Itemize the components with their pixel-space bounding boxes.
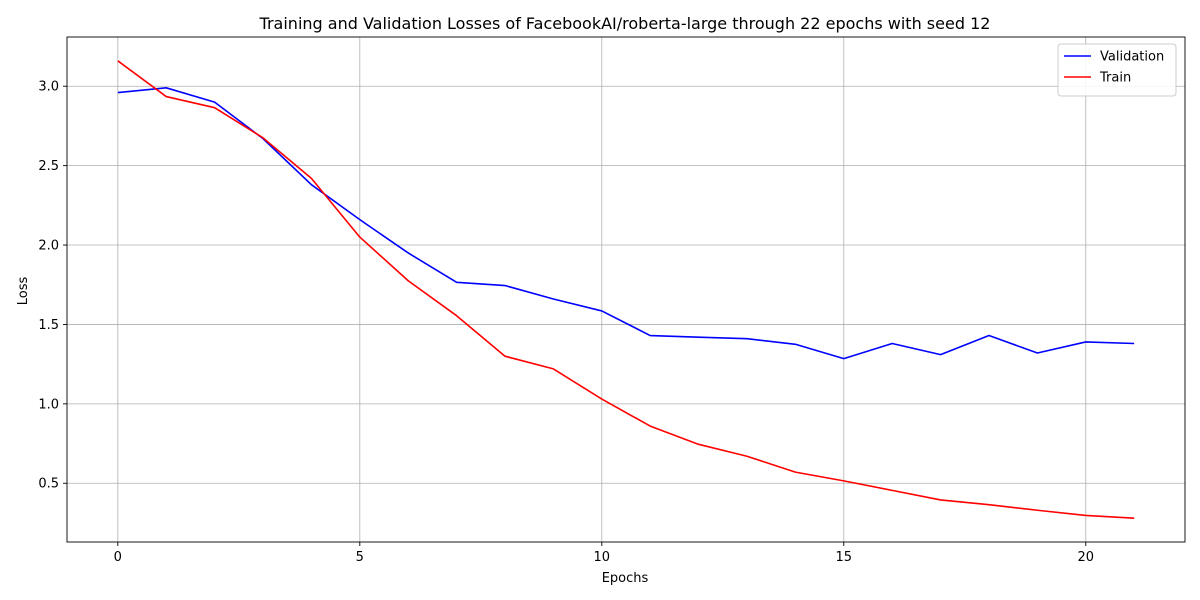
y-tick-label: 1.0 — [38, 397, 59, 412]
series-line-train — [117, 60, 1135, 519]
x-tick-label: 20 — [1078, 550, 1095, 565]
x-tick-label: 10 — [594, 550, 611, 565]
chart-title: Training and Validation Losses of Facebo… — [259, 14, 991, 33]
legend-label-train: Train — [1099, 71, 1131, 86]
x-tick-label: 15 — [836, 550, 853, 565]
y-tick-label: 2.5 — [38, 159, 59, 174]
x-tick-label: 5 — [356, 550, 364, 565]
legend-label-validation: Validation — [1100, 50, 1164, 65]
y-tick-label: 1.5 — [38, 318, 59, 333]
y-tick-label: 2.0 — [38, 239, 59, 254]
x-axis-title: Epochs — [602, 571, 649, 586]
y-axis-title: Loss — [16, 277, 31, 306]
y-tick-label: 3.0 — [38, 80, 59, 95]
y-tick-label: 0.5 — [38, 477, 59, 492]
x-tick-label: 0 — [114, 550, 122, 565]
series-line-validation — [117, 87, 1135, 360]
plot-frame — [66, 36, 1186, 543]
legend-box — [1057, 43, 1177, 97]
